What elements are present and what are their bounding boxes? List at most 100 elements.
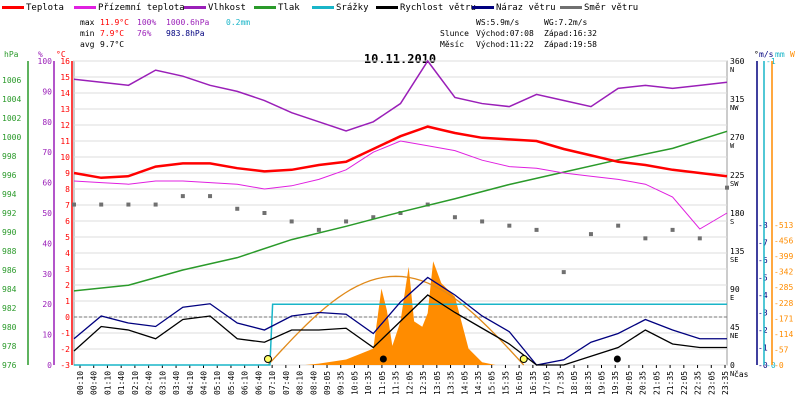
- legend-swatch-tlak: [254, 6, 276, 9]
- x-tick-label: 02:40: [145, 371, 154, 395]
- x-tick-label: 06:10: [241, 371, 250, 395]
- tick-label-wind: -1: [758, 344, 768, 353]
- x-tick-label: 10:05: [350, 371, 359, 395]
- tick-label-pressure: 986: [2, 266, 17, 275]
- wind-direction-point: [371, 215, 376, 220]
- tick-label-temp: -2: [60, 345, 70, 354]
- tick-label-temp: -3: [60, 361, 70, 370]
- x-tick-label: 07:40: [282, 371, 291, 395]
- stats-max-hum: 100%: [137, 18, 156, 27]
- tick-label-compass: E: [730, 294, 734, 302]
- wind-direction-point: [697, 236, 702, 241]
- tick-label-temp: 10: [60, 153, 70, 162]
- tick-label-humidity: 70: [42, 148, 52, 157]
- wind-direction-point: [235, 206, 240, 211]
- tick-label-direction: 225: [730, 171, 745, 180]
- solar-layer: [267, 261, 525, 366]
- tick-label-temp: 13: [60, 105, 70, 114]
- tick-label-humidity: 30: [42, 270, 52, 279]
- wind-gust-info: WG:7.2m/s: [544, 18, 588, 27]
- tick-label-solar: -0: [774, 361, 784, 370]
- tick-label-temp: 0: [65, 313, 70, 322]
- moon-label: Měsíc: [440, 40, 464, 49]
- tick-label-direction: 45: [730, 323, 740, 332]
- series-line-p-zemn-teplota: [73, 140, 728, 230]
- tick-label-wind: -0: [758, 361, 768, 370]
- x-tick-label: 19:05: [597, 371, 606, 395]
- x-tick-label: 10:35: [364, 371, 373, 395]
- series-line-rychlost-v-tru: [73, 294, 727, 366]
- sun-rise: Východ:07:08: [476, 29, 534, 38]
- axis-unit-mm: mm: [775, 50, 785, 59]
- x-tick-label: 08:40: [309, 371, 318, 395]
- wind-direction-point: [425, 202, 430, 207]
- legend-swatch-vlhkost: [184, 6, 206, 9]
- tick-label-solar: -285: [774, 283, 793, 292]
- tick-label-compass: SE: [730, 256, 738, 264]
- wind-direction-point: [180, 194, 185, 199]
- tick-label-humidity: 80: [42, 118, 52, 127]
- tick-label-humidity: 10: [42, 331, 52, 340]
- x-tick-label: 03:40: [172, 371, 181, 395]
- legend-label-rychlost-vetru: Rychlost větru: [400, 3, 476, 13]
- x-tick-label: 01:40: [117, 371, 126, 395]
- wind-direction-point: [561, 270, 566, 275]
- x-tick-label: 13:35: [447, 371, 456, 395]
- sun-label: Slunce: [440, 29, 469, 38]
- tick-label-solar: -57: [774, 345, 789, 354]
- tick-label-temp: 4: [65, 249, 70, 258]
- tick-label-compass: N: [730, 370, 734, 378]
- axis-unit-ms: m/s: [759, 50, 774, 59]
- x-tick-label: 17:35: [556, 371, 565, 395]
- x-tick-label: 04:40: [200, 371, 209, 395]
- wind-direction-point: [588, 232, 593, 237]
- series-line-vlhkost: [73, 59, 728, 132]
- x-tick-label: 17:05: [543, 371, 552, 395]
- tick-label-pressure: 992: [2, 209, 17, 218]
- sun-set: Západ:16:32: [544, 29, 597, 38]
- stats-min-hum: 76%: [137, 29, 152, 38]
- x-tick-label: 05:40: [227, 371, 236, 395]
- stats-max-press: 1000.6hPa: [166, 18, 210, 27]
- series-line-sr-ky: [74, 303, 727, 366]
- legend-swatch-teplota: [2, 6, 24, 9]
- wind-speed-info: WS:5.9m/s: [476, 18, 520, 27]
- tick-label-compass: NW: [730, 104, 739, 112]
- tick-label-pressure: 982: [2, 304, 17, 313]
- wind-direction-point: [643, 236, 648, 241]
- x-tick-label: 02:10: [131, 371, 140, 395]
- axis-unit-time: čas: [734, 369, 749, 379]
- wind-direction-point: [725, 185, 729, 190]
- tick-label-temp: 11: [60, 137, 70, 146]
- wind-direction-point: [126, 202, 131, 207]
- stats-block: max 11.9°C 100% 1000.6hPa 0.2mm min 7.9°…: [80, 18, 250, 49]
- legend: Teplota Přízemní teplota Vlhkost Tlak Sr…: [2, 3, 638, 13]
- legend-label-vlhkost: Vlhkost: [208, 3, 246, 13]
- tick-label-pressure: 984: [2, 285, 17, 294]
- tick-label-rain: -1: [766, 57, 776, 66]
- x-tick-label: 18:35: [584, 371, 593, 395]
- tick-label-pressure: 978: [2, 342, 17, 351]
- tick-label-direction: 180: [730, 209, 745, 218]
- tick-label-pressure: 996: [2, 171, 17, 180]
- axis-unit-pct: %: [38, 50, 43, 59]
- x-tick-label: 03:10: [158, 371, 167, 395]
- info-block: WS:5.9m/s WG:7.2m/s Slunce Východ:07:08 …: [440, 18, 597, 49]
- tick-label-pressure: 976: [2, 361, 17, 370]
- tick-label-compass: N: [730, 66, 734, 74]
- x-tick-label: 20:35: [639, 371, 648, 395]
- x-tick-label: 19:35: [611, 371, 620, 395]
- tick-label-solar: -342: [774, 268, 793, 277]
- tick-label-pressure: 988: [2, 247, 17, 256]
- tick-label-wind: -8: [758, 221, 768, 230]
- tick-label-compass: SW: [730, 180, 739, 188]
- legend-label-tlak: Tlak: [278, 3, 300, 13]
- tick-label-temp: 9: [65, 169, 70, 178]
- wind-direction-point: [99, 202, 104, 207]
- tick-label-humidity: 40: [42, 239, 52, 248]
- x-tick-label: 11:05: [378, 371, 387, 395]
- legend-swatch-rychlost-vetru: [376, 6, 398, 9]
- wind-direction-point: [262, 211, 267, 215]
- x-tick-label: 14:05: [460, 371, 469, 395]
- tick-label-wind: -3: [758, 309, 768, 318]
